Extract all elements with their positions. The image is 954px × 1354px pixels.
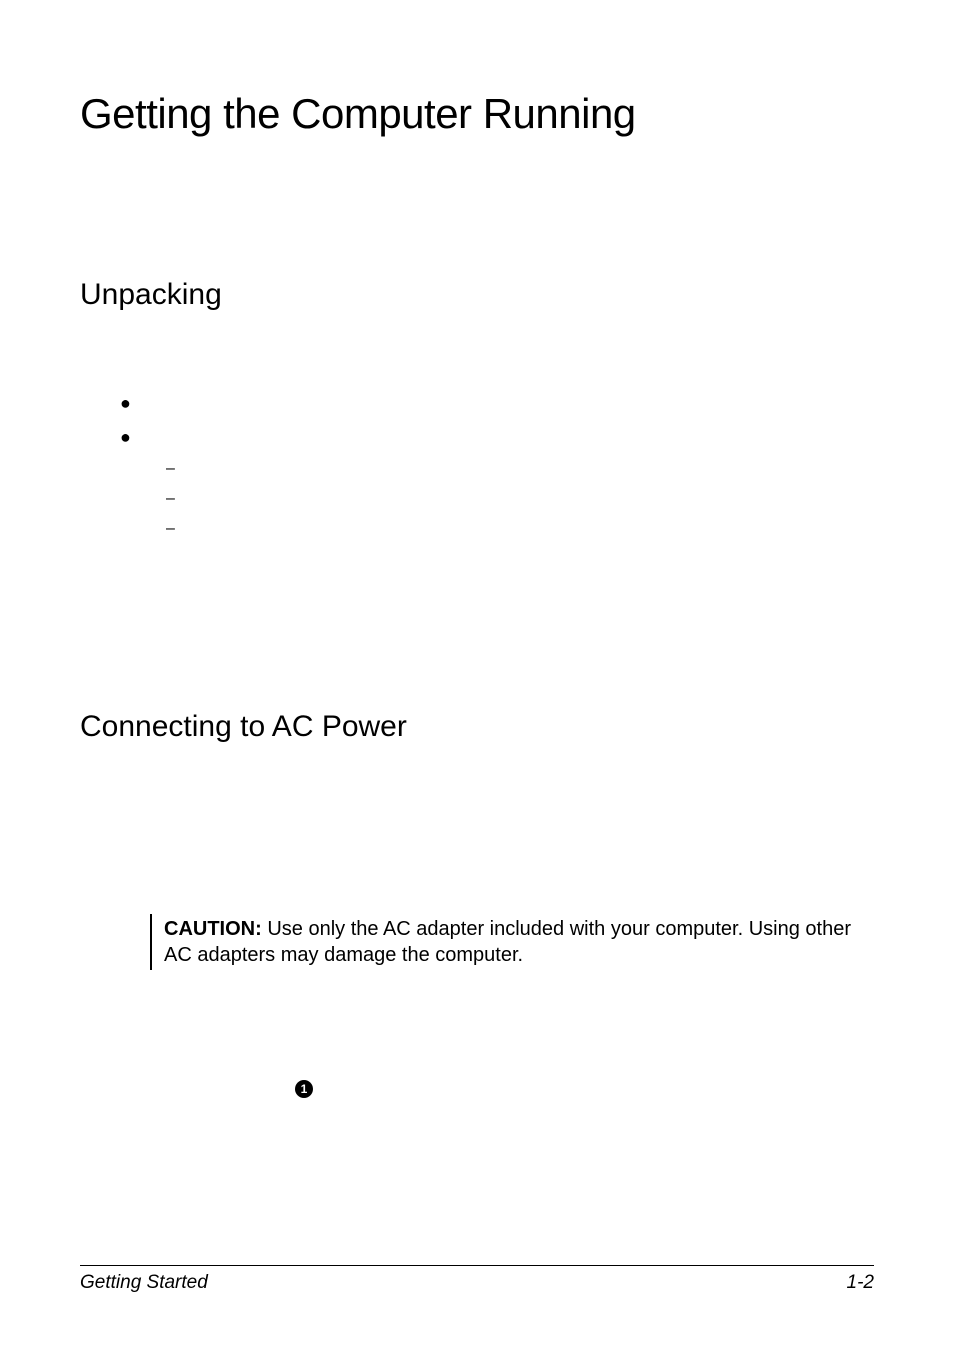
footer-rule [80,1265,874,1266]
step-number-icon: 1 [295,1080,313,1098]
caution-text: Use only the AC adapter included with yo… [164,918,851,966]
page-title: Getting the Computer Running [80,90,874,138]
footer-left: Getting Started [80,1272,208,1294]
section-heading-unpacking: Unpacking [80,278,874,312]
bullet-list: ● ● – – – [120,392,874,540]
bullet-icon: ● [120,392,150,414]
list-item: ● [120,392,874,414]
list-item: ● [120,426,874,448]
sub-list-item: – [166,460,874,480]
section-heading-ac-power: Connecting to AC Power [80,710,874,744]
bullet-icon: ● [120,426,150,448]
caution-label: CAUTION: [164,918,262,940]
page-footer: Getting Started 1-2 [80,1265,874,1294]
step-row: 1 [295,1080,874,1098]
sub-list-item: – [166,490,874,510]
dash-icon: – [166,490,186,508]
dash-icon: – [166,520,186,538]
caution-block: CAUTION: Use only the AC adapter include… [150,914,854,970]
sub-list-item: – [166,520,874,540]
footer-right: 1-2 [847,1272,874,1294]
dash-icon: – [166,460,186,478]
